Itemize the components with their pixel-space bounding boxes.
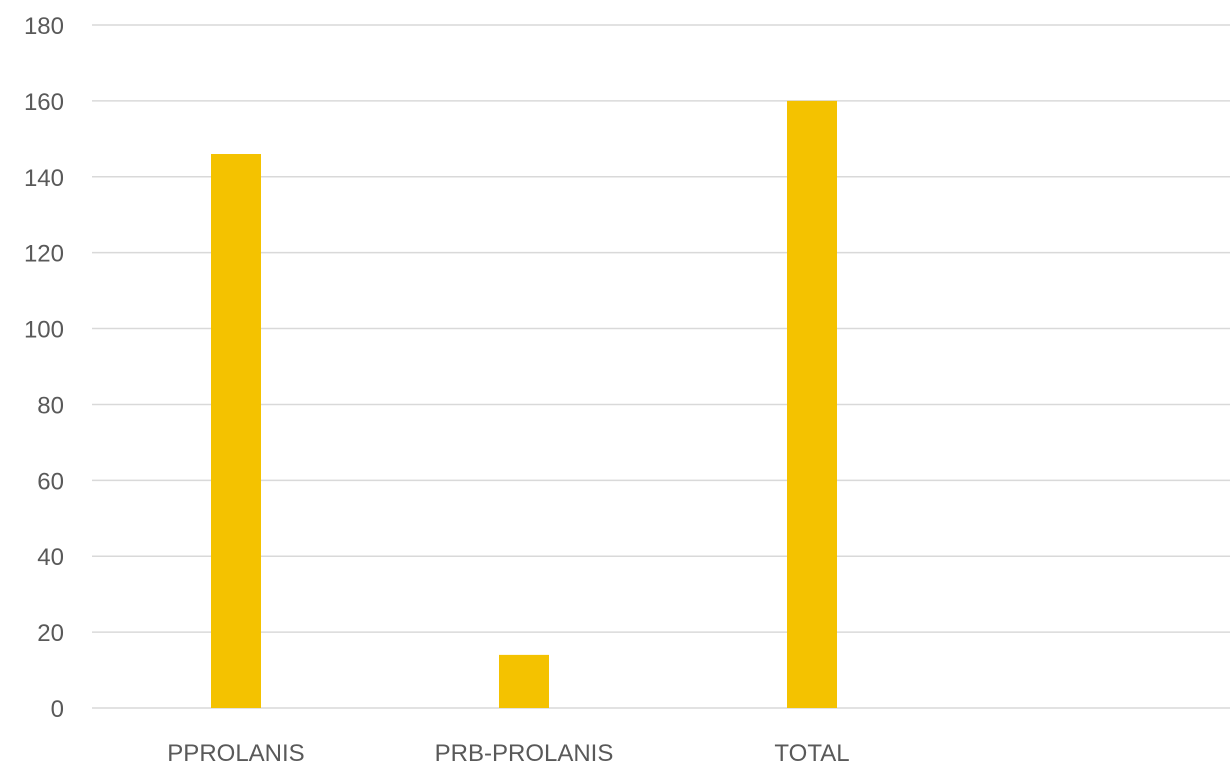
bars [211,100,837,708]
y-tick-label: 80 [37,392,64,419]
y-tick-label: 120 [24,241,64,268]
bar-prb-prolanis [499,654,549,708]
y-tick-label: 20 [37,620,64,647]
x-tick-label: TOTAL [774,740,849,767]
x-tick-label: PPROLANIS [167,740,304,767]
bar-pprolanis [211,154,261,708]
x-axis-tick-labels: PPROLANIS PRB-PROLANIS TOTAL [167,740,849,767]
y-tick-label: 160 [24,89,64,116]
y-tick-label: 140 [24,165,64,192]
x-tick-label: PRB-PROLANIS [435,740,614,767]
y-tick-label: 40 [37,544,64,571]
y-tick-label: 0 [51,696,64,723]
y-axis-tick-labels: 0 20 40 60 80 100 120 140 160 180 [24,13,64,723]
y-tick-label: 60 [37,468,64,495]
gridlines [92,24,1230,709]
y-tick-label: 180 [24,13,64,40]
bar-total [787,100,837,708]
y-tick-label: 100 [24,317,64,344]
